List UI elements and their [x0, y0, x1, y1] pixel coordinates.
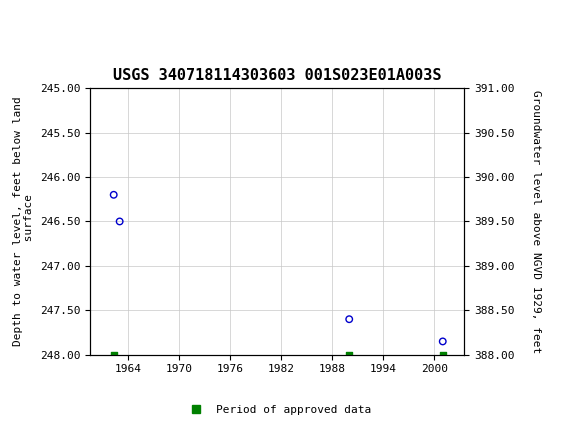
Point	[438, 351, 447, 358]
Point	[115, 218, 124, 225]
Point	[345, 351, 354, 358]
Point	[345, 316, 354, 322]
Point	[109, 191, 118, 198]
Text: ≡USGS: ≡USGS	[10, 11, 60, 29]
Y-axis label: Depth to water level, feet below land
 surface: Depth to water level, feet below land su…	[13, 97, 34, 346]
Point	[438, 338, 447, 345]
Y-axis label: Groundwater level above NGVD 1929, feet: Groundwater level above NGVD 1929, feet	[531, 90, 541, 353]
Title: USGS 340718114303603 001S023E01A003S: USGS 340718114303603 001S023E01A003S	[113, 68, 441, 83]
Point	[109, 351, 118, 358]
Legend: Period of approved data: Period of approved data	[181, 400, 376, 419]
